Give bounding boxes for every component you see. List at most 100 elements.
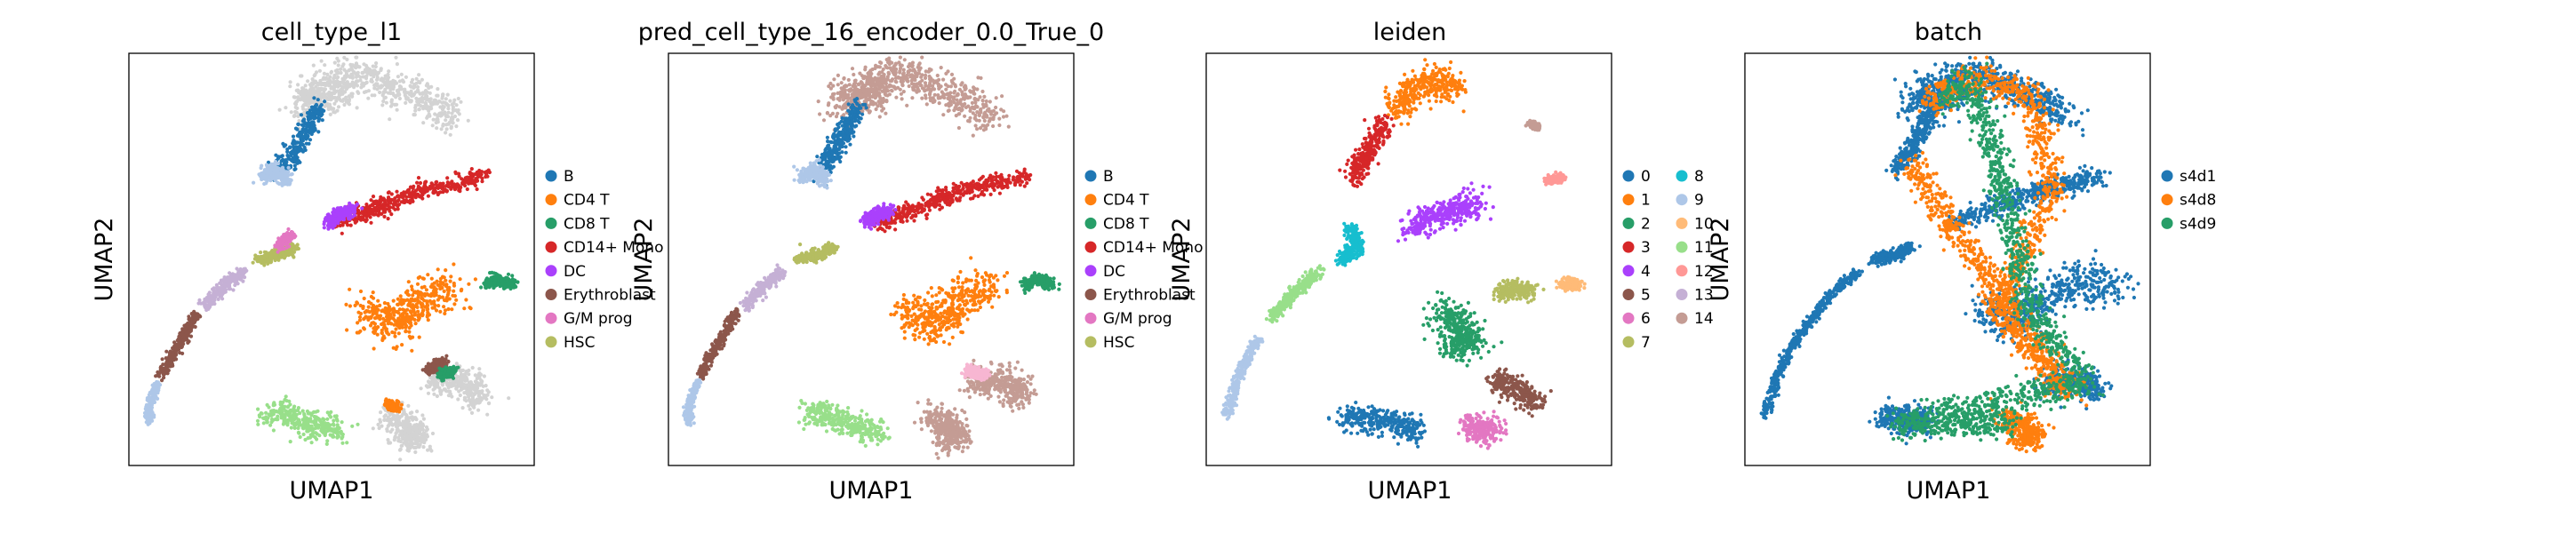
data-point	[374, 305, 379, 309]
data-point	[404, 75, 408, 79]
data-point	[444, 114, 448, 119]
data-point	[203, 300, 207, 305]
data-point	[346, 216, 351, 220]
data-point	[425, 115, 429, 120]
data-point	[403, 320, 407, 324]
data-point	[162, 376, 166, 380]
data-point	[459, 185, 463, 189]
data-point	[450, 184, 454, 188]
data-point	[380, 322, 385, 326]
data-point	[457, 389, 461, 394]
data-point	[334, 99, 339, 103]
data-point	[474, 177, 478, 181]
data-point	[290, 230, 294, 235]
data-point	[440, 96, 444, 100]
data-point	[472, 385, 476, 389]
data-point	[479, 391, 484, 395]
data-point	[379, 206, 383, 211]
data-point	[152, 384, 156, 388]
data-point	[328, 84, 332, 88]
data-point	[468, 387, 474, 392]
data-point	[486, 402, 492, 406]
data-point	[448, 392, 452, 396]
data-point	[335, 56, 340, 60]
data-point	[421, 91, 426, 95]
data-point	[386, 80, 390, 84]
data-point	[268, 423, 273, 427]
data-point	[178, 351, 182, 355]
data-point	[289, 426, 293, 430]
data-point	[356, 422, 360, 426]
data-point	[467, 282, 471, 286]
data-point	[340, 420, 344, 425]
data-point	[319, 103, 324, 107]
data-point	[334, 209, 339, 213]
data-point	[320, 87, 324, 91]
data-point	[299, 113, 304, 117]
data-point	[416, 300, 420, 305]
data-point	[417, 193, 421, 197]
data-point	[412, 85, 416, 90]
data-point	[407, 334, 412, 338]
data-point	[332, 83, 337, 87]
data-point	[314, 410, 318, 414]
data-point	[384, 100, 388, 105]
data-point	[171, 351, 175, 355]
data-point	[407, 193, 412, 197]
data-point	[386, 312, 390, 316]
data-point	[412, 317, 417, 322]
data-point	[313, 79, 318, 84]
data-point	[145, 408, 149, 412]
data-point	[317, 434, 322, 438]
data-point	[350, 91, 355, 96]
data-point	[332, 434, 336, 439]
data-point	[416, 88, 420, 92]
data-point	[207, 290, 212, 295]
data-point	[395, 345, 399, 349]
data-point	[452, 283, 457, 288]
data-point	[468, 171, 472, 175]
data-point	[313, 128, 317, 132]
data-point	[417, 79, 421, 84]
data-point	[329, 98, 333, 102]
data-point	[451, 121, 455, 125]
data-point	[395, 62, 399, 67]
data-point	[262, 181, 267, 187]
data-point	[289, 172, 293, 177]
data-point	[379, 77, 383, 82]
data-point	[394, 327, 398, 331]
data-point	[434, 308, 439, 313]
data-point	[345, 57, 349, 62]
data-point	[398, 447, 403, 451]
data-point	[291, 253, 295, 258]
data-point	[444, 388, 448, 393]
data-point	[350, 424, 355, 428]
data-point	[311, 63, 316, 68]
data-point	[243, 275, 247, 280]
data-point	[436, 360, 440, 364]
data-point	[358, 312, 364, 316]
data-point	[420, 77, 424, 82]
data-point	[406, 303, 411, 307]
data-point	[265, 179, 269, 183]
data-point	[413, 322, 418, 326]
data-point	[363, 206, 367, 211]
data-point	[381, 325, 387, 330]
data-point	[445, 176, 450, 180]
data-point	[371, 290, 375, 295]
data-point	[373, 64, 378, 69]
data-point	[385, 84, 389, 89]
data-point	[284, 170, 289, 174]
data-point	[262, 168, 267, 172]
data-point	[296, 426, 300, 431]
data-point	[347, 99, 351, 103]
data-point	[327, 93, 332, 98]
data-point	[279, 402, 284, 407]
data-point	[417, 73, 421, 77]
data-point	[335, 108, 340, 113]
data-point	[452, 302, 457, 306]
data-point	[435, 394, 439, 399]
data-point	[413, 449, 418, 455]
data-point	[318, 78, 323, 84]
data-point	[326, 218, 331, 222]
